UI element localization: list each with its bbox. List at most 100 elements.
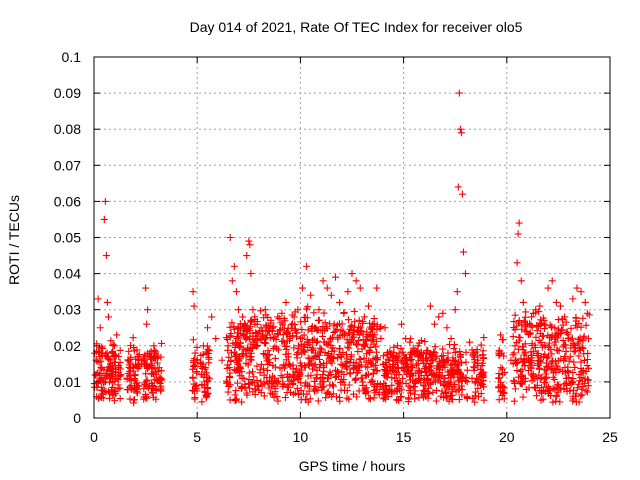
data-point (344, 288, 352, 296)
data-point (510, 349, 518, 357)
data-point (534, 322, 542, 330)
data-point (257, 324, 265, 332)
data-point (96, 376, 104, 384)
data-point (366, 395, 374, 403)
data-point (142, 361, 150, 369)
data-point (116, 358, 124, 366)
data-point (437, 392, 445, 400)
data-point (290, 372, 298, 380)
data-point (393, 368, 401, 376)
data-point (294, 349, 302, 357)
data-point (123, 375, 131, 383)
data-point (354, 328, 362, 336)
data-point (373, 382, 381, 390)
data-point (581, 298, 589, 306)
data-point (279, 337, 287, 345)
data-point (444, 385, 452, 393)
data-point (289, 361, 297, 369)
data-point (248, 368, 256, 376)
data-point (109, 365, 117, 373)
data-point (230, 348, 238, 356)
data-point (364, 371, 372, 379)
data-point (451, 349, 459, 357)
y-tick-label: 0.06 (54, 193, 81, 209)
y-tick-label: 0.1 (62, 49, 82, 65)
data-point (152, 385, 160, 393)
data-point (533, 352, 541, 360)
data-point (243, 389, 251, 397)
data-point (348, 323, 356, 331)
data-point (226, 332, 234, 340)
data-points (90, 89, 593, 407)
data-point (189, 336, 197, 344)
data-point (103, 298, 111, 306)
data-point (282, 298, 290, 306)
data-point (224, 346, 232, 354)
data-point (407, 335, 415, 343)
data-point (307, 291, 315, 299)
data-point (224, 361, 232, 369)
data-point (157, 353, 165, 361)
data-point (245, 325, 253, 333)
data-point (269, 372, 277, 380)
data-point (261, 339, 269, 347)
data-point (577, 358, 585, 366)
data-point (363, 328, 371, 336)
data-point (283, 382, 291, 390)
data-point (339, 348, 347, 356)
data-point (528, 313, 536, 321)
data-point (238, 383, 246, 391)
data-point (556, 366, 564, 374)
data-point (326, 368, 334, 376)
data-point (564, 363, 572, 371)
data-point (143, 349, 151, 357)
data-point (527, 321, 535, 329)
data-point (249, 306, 257, 314)
data-point (533, 392, 541, 400)
data-point (521, 327, 529, 335)
data-point (230, 323, 238, 331)
data-point (402, 368, 410, 376)
data-point (202, 392, 210, 400)
data-point (560, 357, 568, 365)
data-point (293, 384, 301, 392)
data-point (309, 336, 317, 344)
data-point (526, 320, 534, 328)
data-point (191, 361, 199, 369)
data-point (232, 395, 240, 403)
data-point (518, 372, 526, 380)
data-point (291, 368, 299, 376)
data-point (458, 190, 466, 198)
data-point (236, 320, 244, 328)
data-point (310, 309, 318, 317)
data-point (569, 341, 577, 349)
data-point (537, 396, 545, 404)
data-point (348, 270, 356, 278)
data-point (480, 334, 488, 342)
data-point (273, 344, 281, 352)
data-point (373, 284, 381, 292)
data-point (283, 328, 291, 336)
y-tick-label: 0.02 (54, 338, 81, 354)
data-point (299, 343, 307, 351)
data-point (330, 328, 338, 336)
data-point (584, 364, 592, 372)
data-point (247, 318, 255, 326)
x-tick-label: 15 (396, 429, 412, 445)
data-point (239, 313, 247, 321)
data-point (424, 347, 432, 355)
data-point (394, 396, 402, 404)
data-point (463, 366, 471, 374)
data-point (280, 364, 288, 372)
data-point (280, 381, 288, 389)
data-point (457, 129, 465, 137)
data-point (423, 371, 431, 379)
data-point (204, 324, 212, 332)
data-point (95, 348, 103, 356)
data-point (296, 368, 304, 376)
data-point (329, 381, 337, 389)
data-point (406, 338, 414, 346)
data-point (257, 360, 265, 368)
data-point (212, 335, 220, 343)
data-point (585, 335, 593, 343)
